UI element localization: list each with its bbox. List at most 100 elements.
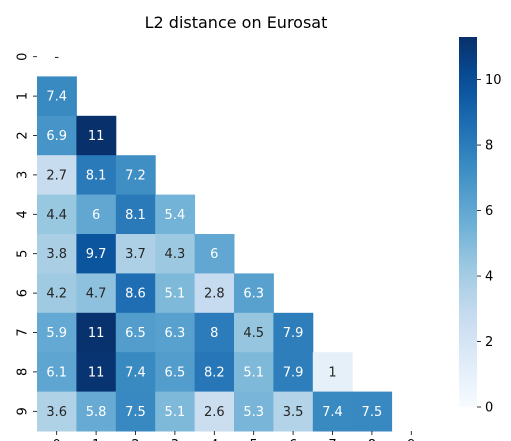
heatmap-cell-8-3 — [155, 352, 196, 393]
cell-label-4-3: 5.4 — [165, 208, 186, 223]
x-tick-label-2: 2 — [131, 438, 139, 441]
y-tick-label-3: 3 — [16, 171, 31, 179]
heatmap-cell-8-0 — [37, 352, 77, 393]
colorbar-tick-label-5: 10 — [485, 73, 502, 88]
y-tick-label-8: 8 — [16, 368, 31, 376]
y-axis: 0 1 2 3 4 5 6 7 8 9 — [16, 53, 37, 415]
colorbar-gradient — [459, 37, 477, 407]
colorbar: 0 2 4 6 8 10 — [459, 37, 502, 416]
cell-label-4-1: 6 — [92, 208, 100, 223]
cell-label-9-6: 3.5 — [283, 405, 304, 420]
cell-label-5-0: 3.8 — [46, 247, 67, 262]
heatmap-cell-4-1 — [76, 194, 117, 235]
cell-label-7-1: 11 — [88, 326, 105, 341]
cell-label-9-2: 7.5 — [125, 405, 146, 420]
chart-title: L2 distance on Eurosat — [145, 13, 328, 32]
heatmap-cell-2-0 — [37, 115, 77, 156]
x-tick-label-7: 7 — [328, 438, 336, 441]
heatmap-cell-3-0 — [37, 155, 77, 196]
cell-label-6-4: 2.8 — [204, 287, 225, 302]
x-tick-label-6: 6 — [289, 438, 297, 441]
x-tick-label-5: 5 — [250, 438, 258, 441]
y-tick-label-1: 1 — [16, 92, 31, 100]
cell-label-6-0: 4.2 — [46, 287, 67, 302]
heatmap-cell-9-8 — [352, 391, 393, 432]
heatmap-cell-7-6 — [273, 312, 314, 353]
x-axis: 0 1 2 3 4 5 6 7 8 9 — [53, 431, 415, 441]
heatmap-cell-6-4 — [194, 273, 235, 314]
cell-label-8-4: 8.2 — [204, 365, 225, 380]
cell-label-7-3: 6.3 — [165, 326, 186, 341]
y-tick-label-2: 2 — [16, 131, 31, 139]
cell-label-8-1: 11 — [88, 365, 105, 380]
heatmap-cell-4-3 — [155, 194, 196, 235]
y-tick-label-4: 4 — [16, 210, 31, 218]
heatmap-cell-7-5 — [234, 312, 274, 353]
heatmap-cell-9-5 — [234, 391, 274, 432]
cell-label-7-5: 4.5 — [243, 326, 264, 341]
heatmap-cell-8-1 — [76, 352, 117, 393]
heatmap-cell-6-3 — [155, 273, 196, 314]
heatmap-cell-4-2 — [115, 194, 156, 235]
cell-label-9-8: 7.5 — [362, 405, 383, 420]
colorbar-tick-label-0: 0 — [485, 401, 493, 416]
heatmap-cell-9-0 — [37, 391, 77, 432]
cell-label-7-0: 5.9 — [46, 326, 67, 341]
heatmap-cell-8-2 — [115, 352, 156, 393]
heatmap-cell-5-2 — [115, 234, 156, 274]
cell-label-5-1: 9.7 — [86, 247, 107, 262]
heatmap-cell-8-4 — [194, 352, 235, 393]
cell-label-2-1: 11 — [88, 129, 105, 144]
cell-label-9-5: 5.3 — [243, 405, 264, 420]
x-tick-label-4: 4 — [210, 438, 218, 441]
cell-label-7-4: 8 — [210, 326, 218, 341]
heatmap-cell-4-0 — [37, 194, 77, 235]
cell-label-6-1: 4.7 — [86, 287, 107, 302]
heatmap-cell-9-7 — [312, 391, 353, 432]
x-tick-label-8: 8 — [368, 438, 376, 441]
heatmap-cells: - 7.4 6.9 11 2.7 8.1 7.2 4.4 6 8.1 5.4 3.8 9.7 3.7 4.3… — [37, 50, 393, 432]
cell-label-7-2: 6.5 — [125, 326, 146, 341]
heatmap-cell-5-0 — [37, 234, 77, 274]
heatmap-cell-9-3 — [155, 391, 196, 432]
cell-label-8-0: 6.1 — [46, 365, 67, 380]
heatmap-cell-8-5 — [234, 352, 274, 393]
heatmap-cell-7-4 — [194, 312, 235, 353]
x-tick-label-3: 3 — [171, 438, 179, 441]
heatmap-cell-6-2 — [115, 273, 156, 314]
heatmap-cell-9-1 — [76, 391, 117, 432]
y-tick-label-0: 0 — [16, 53, 31, 61]
cell-label-8-6: 7.9 — [283, 365, 304, 380]
x-tick-label-1: 1 — [92, 438, 100, 441]
heatmap-cell-6-5 — [234, 273, 274, 314]
heatmap-cell-8-6 — [273, 352, 314, 393]
y-tick-label-9: 9 — [16, 407, 31, 415]
heatmap-cell-3-1 — [76, 155, 117, 196]
colorbar-tick-label-4: 8 — [485, 139, 493, 154]
colorbar-tick-label-2: 4 — [485, 270, 493, 285]
cell-label-6-5: 6.3 — [243, 287, 264, 302]
heatmap-cell-5-4 — [194, 234, 235, 274]
cell-label-5-4: 6 — [210, 247, 218, 262]
y-tick-label-7: 7 — [16, 328, 31, 336]
cell-label-9-0: 3.6 — [46, 405, 67, 420]
y-tick-label-6: 6 — [16, 289, 31, 297]
heatmap-cell-6-1 — [76, 273, 117, 314]
cell-label-3-0: 2.7 — [46, 168, 67, 183]
heatmap-cell-7-0 — [37, 312, 77, 353]
cell-label-7-6: 7.9 — [283, 326, 304, 341]
cell-label-5-3: 4.3 — [165, 247, 186, 262]
cell-label-9-1: 5.8 — [86, 405, 107, 420]
cell-label-9-3: 5.1 — [165, 405, 186, 420]
cell-label-6-3: 5.1 — [165, 287, 186, 302]
heatmap-cell-3-2 — [115, 155, 156, 196]
heatmap-cell-5-3 — [155, 234, 196, 274]
colorbar-tick-label-3: 6 — [485, 204, 493, 219]
cell-label-8-2: 7.4 — [125, 365, 146, 380]
heatmap-cell-8-7 — [312, 352, 353, 393]
heatmap-cell-6-0 — [37, 273, 77, 314]
heatmap-cell-1-0 — [37, 76, 77, 117]
heatmap-cell-7-1 — [76, 312, 117, 353]
